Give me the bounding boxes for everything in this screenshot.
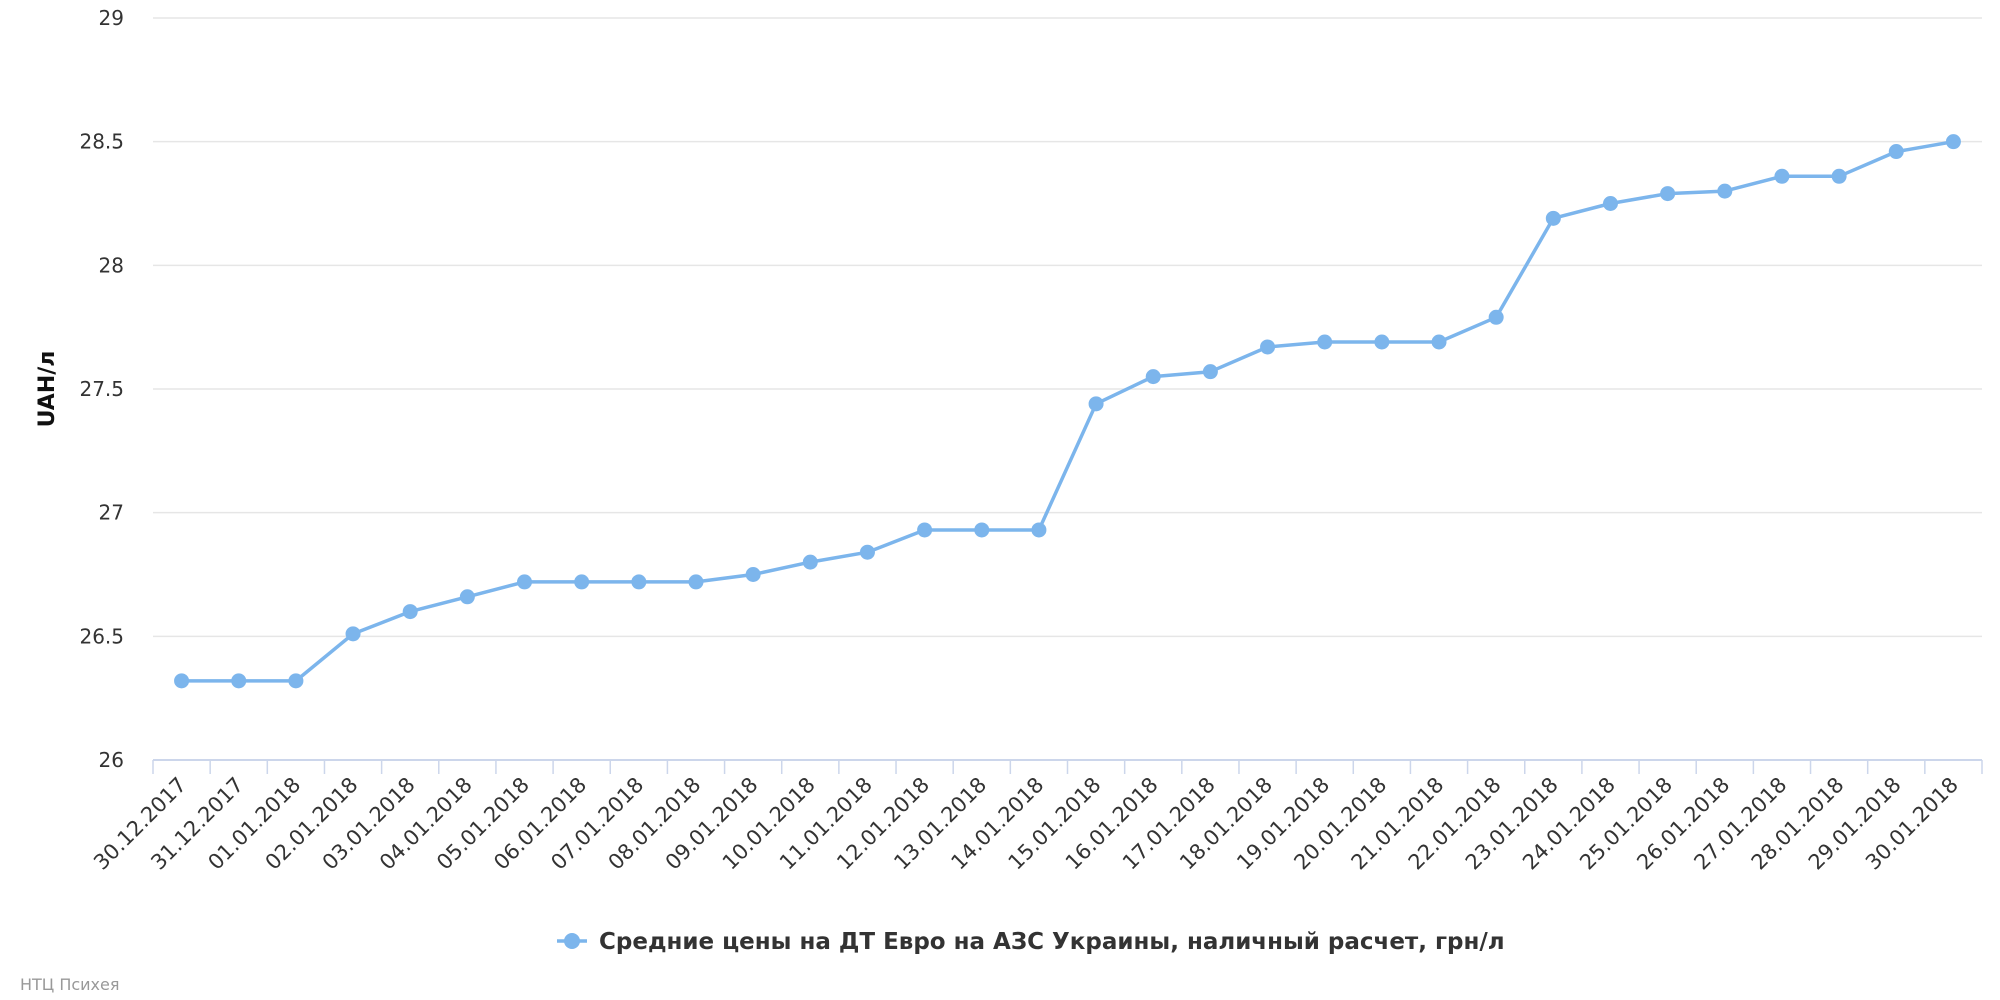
data-point[interactable]	[574, 574, 590, 590]
data-point[interactable]	[1888, 144, 1904, 160]
data-point[interactable]	[745, 567, 761, 582]
data-point[interactable]	[1374, 334, 1390, 350]
x-axis-tick-labels: 30.12.201731.12.201701.01.201802.01.2018…	[89, 773, 1963, 875]
data-point[interactable]	[1202, 364, 1218, 380]
legend-label[interactable]: Средние цены на ДТ Евро на АЗС Украины, …	[599, 929, 1505, 955]
y-tick-label: 28.5	[79, 130, 124, 154]
y-tick-label: 26.5	[79, 624, 124, 648]
data-point[interactable]	[1774, 168, 1790, 184]
data-point[interactable]	[288, 673, 304, 689]
data-point[interactable]	[802, 554, 818, 570]
legend-item[interactable]: Средние цены на ДТ Евро на АЗС Украины, …	[557, 929, 1505, 955]
grid-lines	[153, 17, 1982, 638]
data-point[interactable]	[231, 673, 247, 689]
data-point[interactable]	[1431, 334, 1447, 350]
data-point[interactable]	[1317, 334, 1333, 350]
data-point[interactable]	[631, 574, 647, 590]
legend-dot-marker	[564, 933, 580, 949]
series-group	[174, 134, 1961, 689]
y-tick-label: 27.5	[79, 377, 124, 401]
credits-text[interactable]: НТЦ Психея	[20, 975, 119, 994]
data-point[interactable]	[174, 673, 190, 689]
data-point[interactable]	[1831, 168, 1847, 184]
data-point[interactable]	[345, 626, 361, 642]
data-point[interactable]	[1031, 522, 1047, 538]
data-point[interactable]	[402, 604, 418, 620]
data-point[interactable]	[1602, 196, 1618, 211]
series-line	[181, 139, 1954, 683]
data-point[interactable]	[1545, 210, 1561, 226]
data-point[interactable]	[1088, 396, 1104, 412]
series-points	[174, 134, 1961, 689]
data-point[interactable]	[974, 522, 990, 538]
data-point[interactable]	[917, 522, 933, 538]
data-point[interactable]	[1145, 369, 1161, 385]
data-point[interactable]	[688, 574, 704, 590]
data-point[interactable]	[1260, 339, 1276, 355]
data-point[interactable]	[1488, 309, 1504, 325]
data-point[interactable]	[459, 589, 475, 605]
data-point[interactable]	[1660, 186, 1676, 202]
y-axis-title: UAH/л	[35, 351, 60, 428]
data-point[interactable]	[517, 574, 533, 590]
y-tick-label: 26	[99, 748, 124, 772]
y-tick-label: 27	[99, 501, 124, 525]
data-point[interactable]	[1945, 134, 1961, 150]
y-tick-label: 29	[99, 6, 124, 30]
y-axis-tick-labels: 26 26.5 27 27.5 28 28.5 29	[79, 6, 124, 772]
x-axis	[152, 759, 1983, 774]
y-tick-label: 28	[99, 253, 124, 277]
data-point[interactable]	[1717, 183, 1733, 199]
data-point[interactable]	[859, 544, 875, 560]
